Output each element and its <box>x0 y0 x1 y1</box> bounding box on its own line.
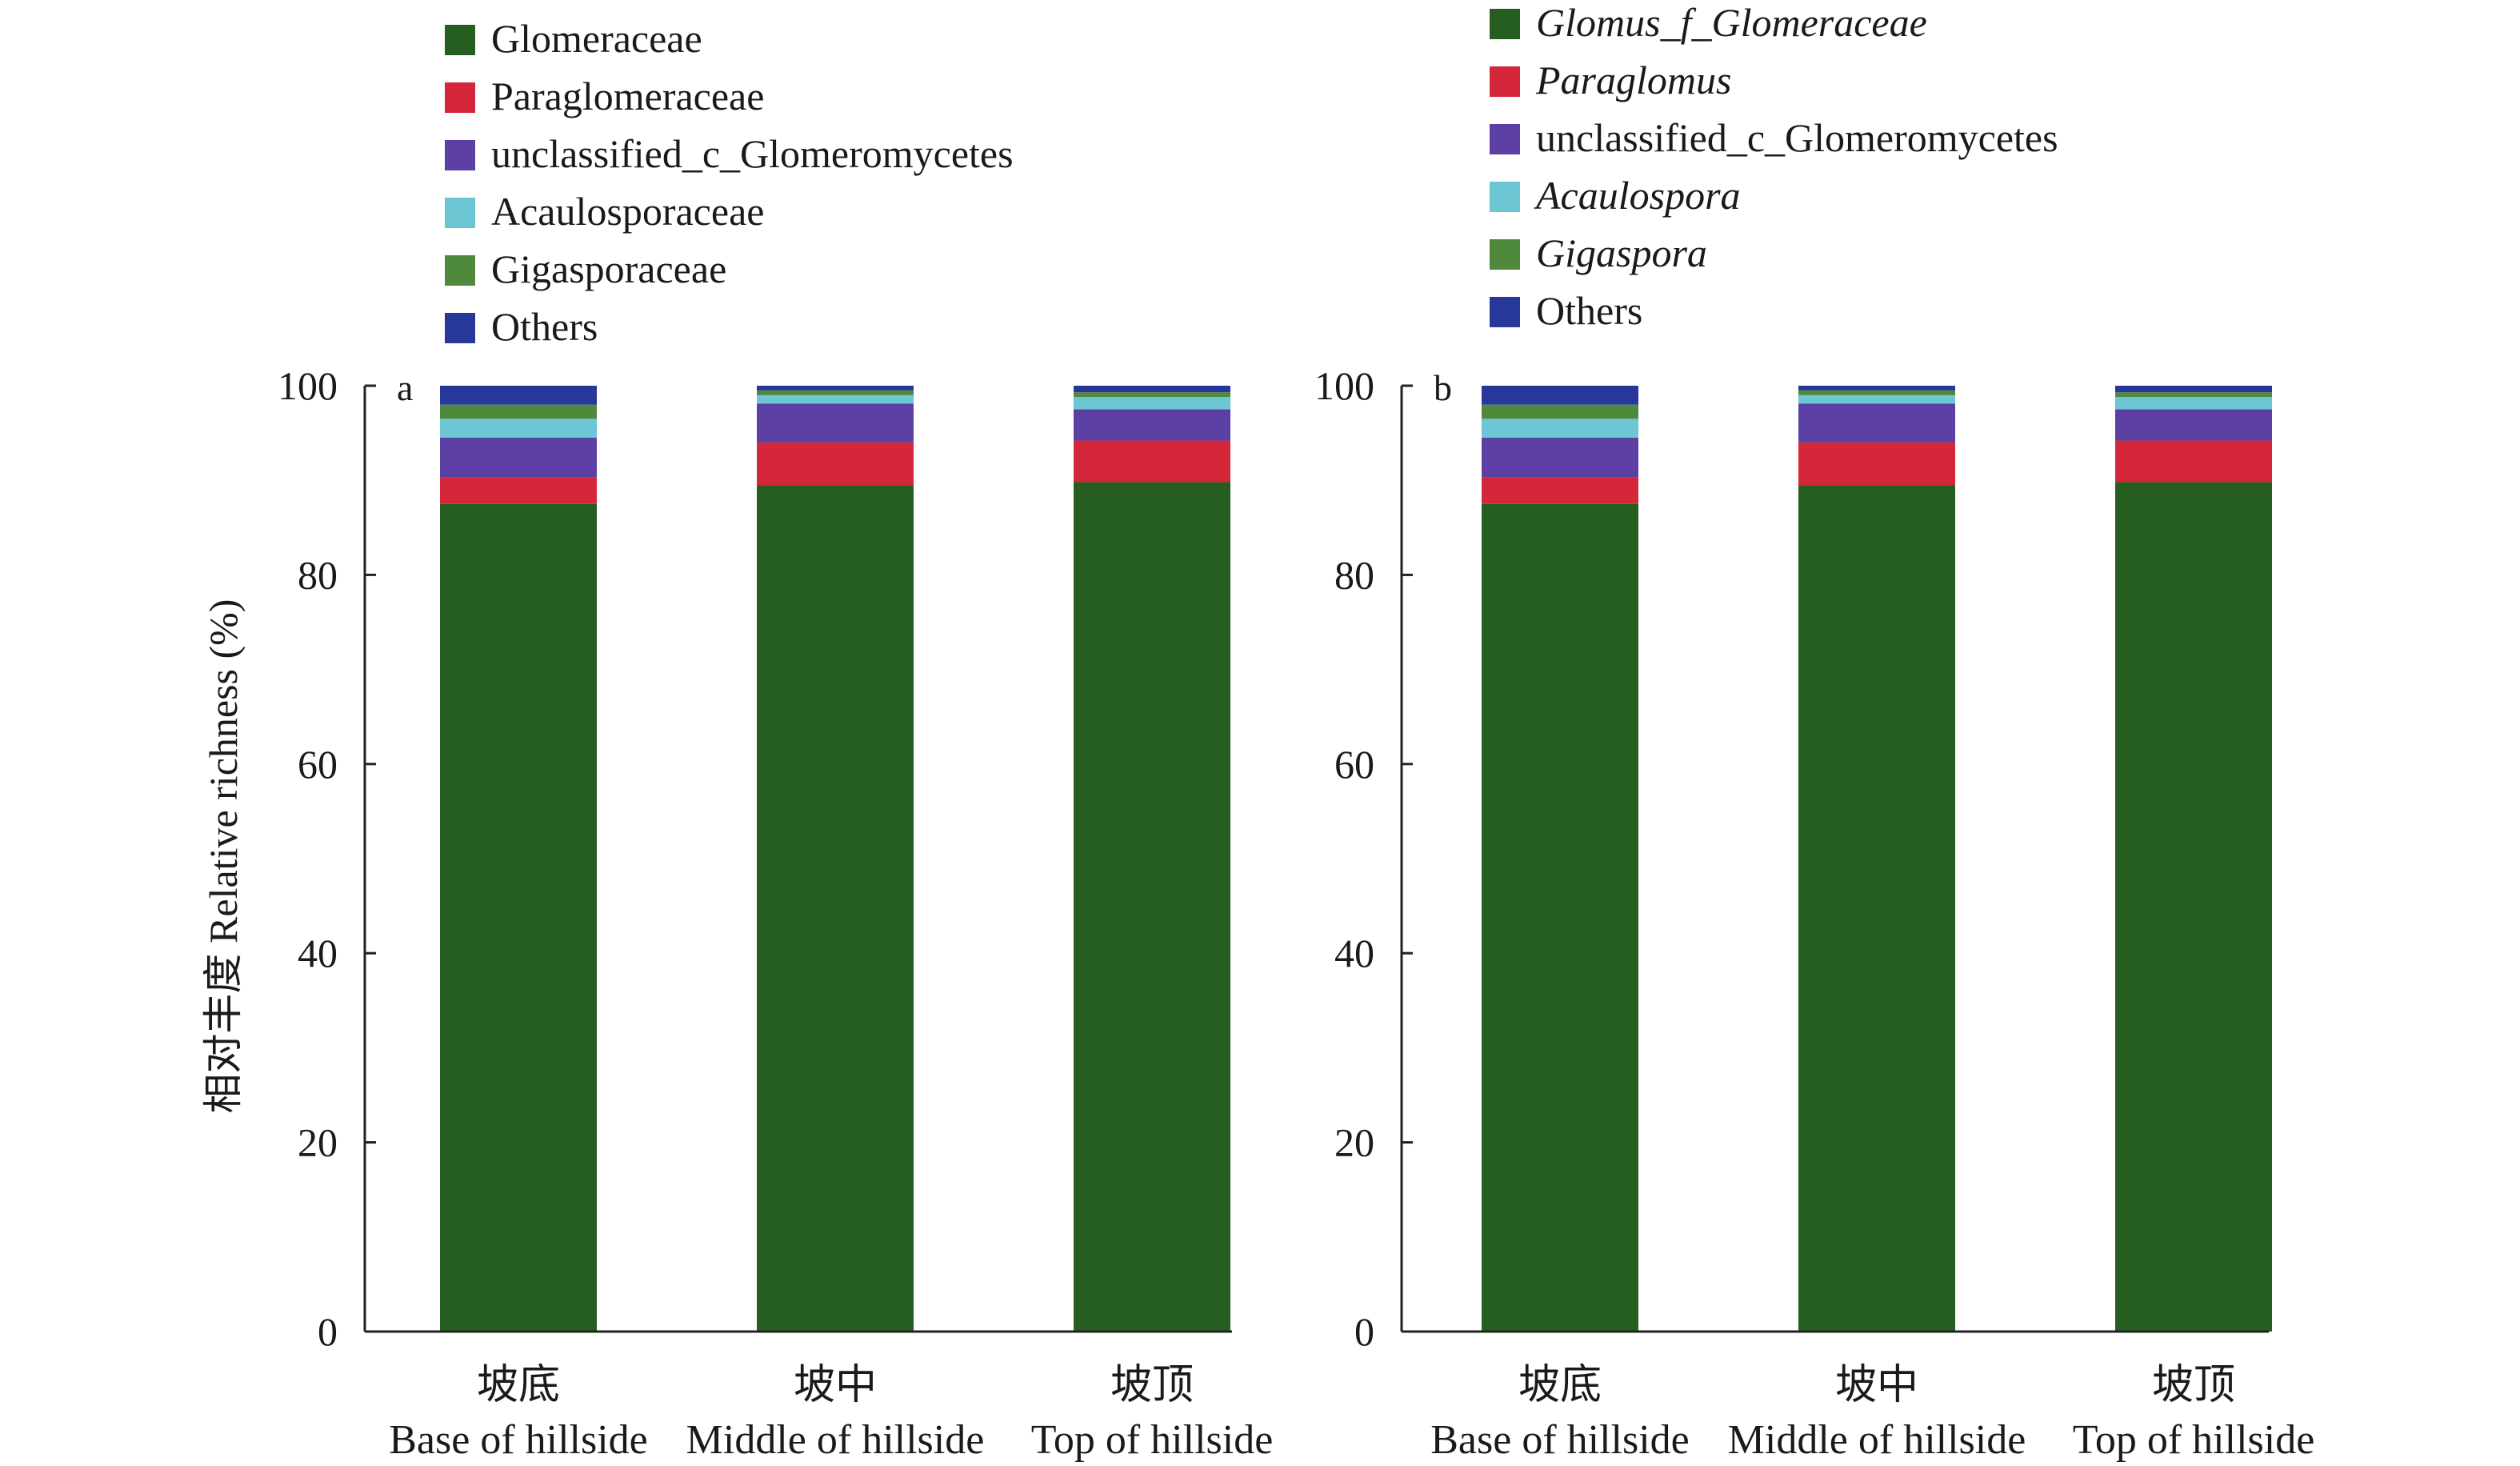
legend-label-b-6: Others <box>1536 288 1642 333</box>
legend-label-a-6: Others <box>491 304 598 349</box>
legend-swatch-a-6 <box>445 313 475 343</box>
legend-label-b-5: Gigaspora <box>1536 230 1707 275</box>
x-category-label-a-2-2: Middle of hillside <box>686 1417 985 1463</box>
bar-segment-b-1-6 <box>1482 386 1638 405</box>
legend-label-a-1: Glomeraceae <box>491 16 702 61</box>
bar-segment-a-3-1 <box>1074 482 1230 1332</box>
y-tick-label-a-5: 100 <box>278 363 338 408</box>
bar-segment-a-2-4 <box>757 395 914 404</box>
x-category-label-a-1-2: Base of hillside <box>389 1417 648 1463</box>
legend-label-a-2: Paraglomeraceae <box>491 74 764 118</box>
legend-label-a-3: unclassified_c_Glomeromycetes <box>491 131 1014 176</box>
x-category-label-b-1-1: 坡底 <box>1518 1363 1602 1408</box>
legend-swatch-b-1 <box>1490 9 1520 39</box>
legend-label-b-2: Paraglomus <box>1535 58 1731 102</box>
legend-swatch-a-1 <box>445 25 475 55</box>
y-tick-label-a-2: 40 <box>298 931 338 975</box>
bar-segment-b-1-1 <box>1482 503 1638 1332</box>
legend-label-a-5: Gigasporaceae <box>491 246 726 291</box>
bar-segment-a-1-5 <box>440 404 597 419</box>
bar-segment-a-1-1 <box>440 503 597 1332</box>
legend-label-b-3: unclassified_c_Glomeromycetes <box>1536 115 2058 160</box>
bar-segment-b-2-1 <box>1798 485 1955 1332</box>
bar-segment-a-1-4 <box>440 419 597 439</box>
bar-segment-a-1-2 <box>440 477 597 504</box>
y-tick-label-b-2: 40 <box>1334 931 1374 975</box>
x-category-label-b-3-2: Top of hillside <box>2073 1417 2315 1463</box>
bar-segment-a-2-6 <box>757 386 914 391</box>
legend-swatch-a-4 <box>445 198 475 228</box>
legend-label-a-4: Acaulosporaceae <box>491 189 764 234</box>
x-category-label-b-1-2: Base of hillside <box>1430 1417 1690 1463</box>
x-category-label-b-3-1: 坡顶 <box>2152 1363 2235 1408</box>
legend-swatch-b-3 <box>1490 124 1520 154</box>
x-category-label-a-3-2: Top of hillside <box>1031 1417 1274 1463</box>
legend-label-b-1: Glomus_f_Glomeraceae <box>1536 0 1927 45</box>
bar-segment-a-3-6 <box>1074 386 1230 393</box>
bar-segment-a-3-3 <box>1074 409 1230 441</box>
panel-label-b: b <box>1434 367 1452 408</box>
bar-segment-b-3-2 <box>2115 440 2272 483</box>
bar-segment-a-1-3 <box>440 438 597 478</box>
bar-segment-b-2-3 <box>1798 403 1955 443</box>
bar-segment-b-3-1 <box>2115 482 2272 1332</box>
bar-segment-b-2-2 <box>1798 442 1955 486</box>
legend-swatch-b-6 <box>1490 297 1520 327</box>
y-tick-label-a-0: 0 <box>318 1309 338 1354</box>
y-axis-label: 相对丰度 Relative richness (%) <box>201 599 246 1114</box>
bar-segment-b-1-5 <box>1482 404 1638 419</box>
chart-panel-a: 0 20 40 60 80 100 a 坡底 Base of hillside 坡中 Middle … <box>278 16 1273 1463</box>
chart-panel-b: 0 20 40 60 80 100 b 坡底 Base of hillside 坡中 Middle … <box>1314 0 2314 1463</box>
x-category-label-a-1-1: 坡底 <box>477 1363 560 1408</box>
bar-segment-a-3-2 <box>1074 440 1230 483</box>
bar-segment-b-3-5 <box>2115 392 2272 398</box>
legend-swatch-a-5 <box>445 255 475 286</box>
legend-swatch-b-4 <box>1490 182 1520 212</box>
bar-segment-a-3-5 <box>1074 392 1230 398</box>
bar-segment-b-2-4 <box>1798 395 1955 404</box>
bar-segment-a-2-2 <box>757 442 914 486</box>
bar-segment-b-2-6 <box>1798 386 1955 391</box>
legend-swatch-a-3 <box>445 140 475 170</box>
bar-segment-b-1-3 <box>1482 438 1638 478</box>
legend-swatch-b-2 <box>1490 66 1520 97</box>
y-tick-label-b-3: 60 <box>1334 742 1374 787</box>
bar-segment-a-2-1 <box>757 485 914 1332</box>
bar-segment-b-2-5 <box>1798 390 1955 395</box>
x-category-label-b-2-2: Middle of hillside <box>1728 1417 2026 1463</box>
x-category-label-a-3-1: 坡顶 <box>1110 1363 1194 1408</box>
y-tick-label-b-5: 100 <box>1314 363 1374 408</box>
x-category-label-b-2-1: 坡中 <box>1835 1363 1918 1408</box>
y-tick-label-b-0: 0 <box>1354 1309 1374 1354</box>
bar-segment-b-3-3 <box>2115 409 2272 441</box>
panel-label-a: a <box>397 367 413 408</box>
bar-segment-a-1-6 <box>440 386 597 405</box>
bar-segment-b-1-4 <box>1482 419 1638 439</box>
legend-swatch-a-2 <box>445 82 475 113</box>
legend-label-b-4: Acaulospora <box>1534 173 1741 218</box>
bar-segment-b-3-4 <box>2115 397 2272 410</box>
y-tick-label-b-1: 20 <box>1334 1120 1374 1165</box>
y-tick-label-a-4: 80 <box>298 552 338 597</box>
legend-swatch-b-5 <box>1490 239 1520 270</box>
bar-segment-a-2-5 <box>757 390 914 395</box>
y-tick-label-b-4: 80 <box>1334 552 1374 597</box>
y-tick-label-a-1: 20 <box>298 1120 338 1165</box>
bar-segment-a-2-3 <box>757 403 914 443</box>
y-tick-label-a-3: 60 <box>298 742 338 787</box>
bar-segment-b-1-2 <box>1482 477 1638 504</box>
bar-segment-a-3-4 <box>1074 397 1230 410</box>
bar-segment-b-3-6 <box>2115 386 2272 393</box>
x-category-label-a-2-1: 坡中 <box>794 1363 877 1408</box>
